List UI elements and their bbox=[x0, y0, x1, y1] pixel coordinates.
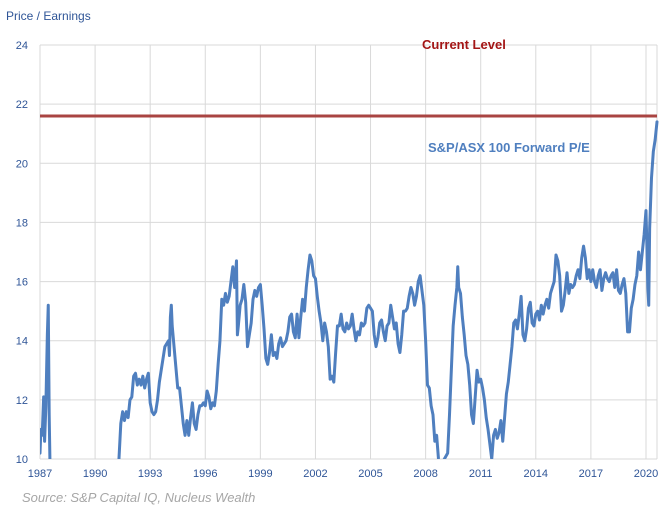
x-tick-label: 2014 bbox=[524, 468, 548, 480]
series-line-pe bbox=[40, 120, 659, 459]
x-tick-labels: 1987 1990 1993 1996 1999 2002 2005 2008 2011 2014… bbox=[28, 468, 658, 480]
y-tick-labels: 10 12 14 16 18 20 22 24 bbox=[16, 40, 28, 466]
y-tick-label: 16 bbox=[16, 277, 28, 289]
x-tick-label: 1993 bbox=[138, 468, 162, 480]
x-tick-label: 1999 bbox=[248, 468, 272, 480]
x-tick-label: 2017 bbox=[579, 468, 603, 480]
y-tick-label: 20 bbox=[16, 158, 28, 170]
source-note: Source: S&P Capital IQ, Nucleus Wealth bbox=[22, 490, 256, 505]
x-tick-label: 2002 bbox=[303, 468, 327, 480]
y-tick-label: 12 bbox=[16, 395, 28, 407]
x-tick-label: 2020 bbox=[634, 468, 658, 480]
x-tick-label: 1987 bbox=[28, 468, 52, 480]
pe-line-chart: 10 12 14 16 18 20 22 24 1987 1990 1993 1996 1999 200… bbox=[16, 37, 659, 480]
y-tick-label: 18 bbox=[16, 217, 28, 229]
y-tick-label: 10 bbox=[16, 454, 28, 466]
x-tick-label: 2011 bbox=[469, 468, 493, 480]
y-tick-label: 24 bbox=[16, 40, 28, 52]
x-tick-label: 1996 bbox=[193, 468, 217, 480]
x-tick-label: 1990 bbox=[83, 468, 107, 480]
x-tick-label: 2005 bbox=[358, 468, 382, 480]
y-axis-label: Price / Earnings bbox=[6, 9, 91, 23]
y-tick-label: 22 bbox=[16, 99, 28, 111]
x-tick-label: 2008 bbox=[413, 468, 437, 480]
y-tick-label: 14 bbox=[16, 336, 28, 348]
current-level-label: Current Level bbox=[422, 37, 506, 52]
series-group bbox=[40, 120, 659, 459]
series-label: S&P/ASX 100 Forward P/E bbox=[428, 140, 590, 155]
